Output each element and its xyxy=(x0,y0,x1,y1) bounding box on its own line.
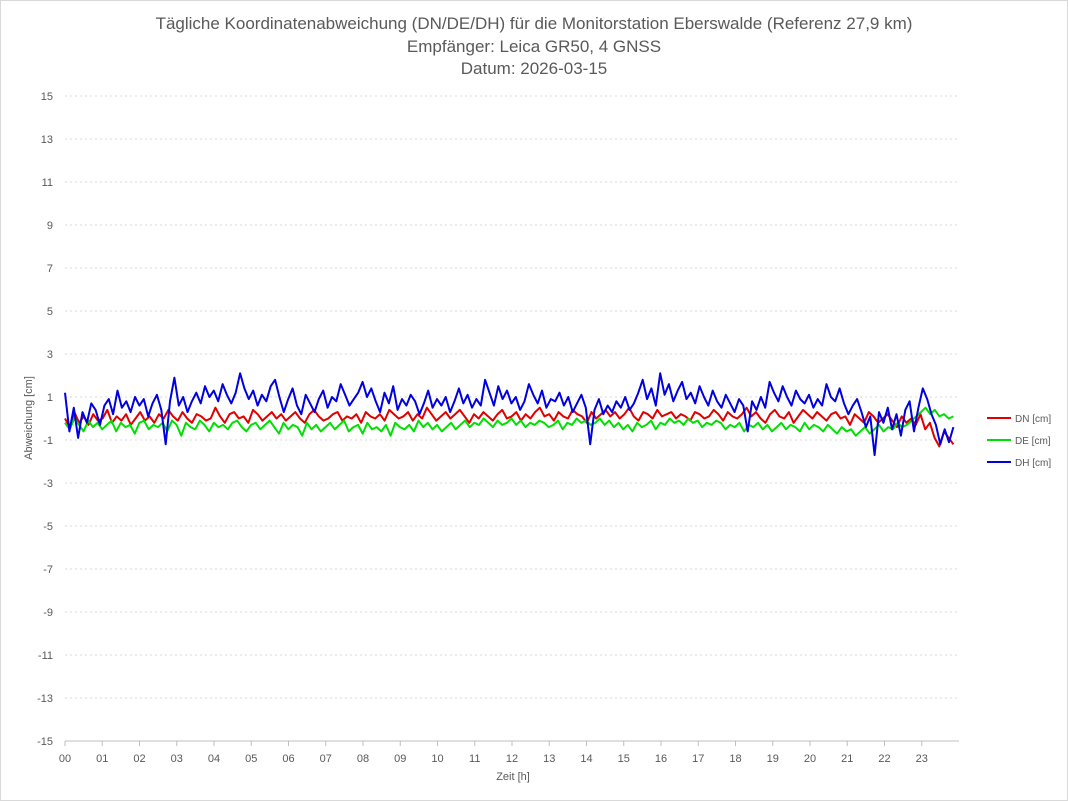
y-tick-label: -3 xyxy=(43,478,53,490)
x-tick-label: 09 xyxy=(394,753,406,765)
y-tick-label: 11 xyxy=(42,177,53,189)
y-tick-label: -7 xyxy=(43,564,53,576)
x-tick-label: 18 xyxy=(729,753,741,765)
x-axis-ticks: 00 01 02 03 04 05 06 07 08 09 10 11 12 13 14 15 16 17 18 19… xyxy=(59,741,928,765)
y-tick-label: -15 xyxy=(37,736,53,748)
y-tick-label: 15 xyxy=(41,91,53,103)
x-tick-label: 05 xyxy=(245,753,257,765)
chart-title-line-1: Tägliche Koordinatenabweichung (DN/DE/DH… xyxy=(156,14,913,33)
x-tick-label: 06 xyxy=(282,753,294,765)
x-tick-label: 04 xyxy=(208,753,220,765)
series-lines xyxy=(64,372,955,457)
x-tick-label: 16 xyxy=(655,753,667,765)
y-axis-ticks: 15 13 11 9 7 5 3 1 -1 -3 -5 -7 -9 -11 -13 -15 xyxy=(37,91,53,748)
x-tick-label: 13 xyxy=(543,753,555,765)
legend-label-dh: DH [cm] xyxy=(1015,458,1051,469)
series-line-dn xyxy=(64,406,955,448)
x-tick-label: 22 xyxy=(878,753,890,765)
x-tick-label: 23 xyxy=(916,753,928,765)
y-tick-label: -5 xyxy=(43,521,53,533)
y-tick-label: -1 xyxy=(43,435,53,447)
y-tick-label: 5 xyxy=(47,306,53,318)
y-tick-label: -11 xyxy=(38,650,53,662)
x-tick-label: 11 xyxy=(469,753,480,765)
x-tick-label: 20 xyxy=(804,753,816,765)
y-tick-label: 1 xyxy=(47,392,53,404)
x-tick-label: 03 xyxy=(171,753,183,765)
chart-title-line-2: Empfänger: Leica GR50, 4 GNSS xyxy=(407,37,661,56)
y-tick-label: -13 xyxy=(37,693,53,705)
legend-label-de: DE [cm] xyxy=(1015,436,1051,447)
legend: DN [cm] DE [cm] DH [cm] xyxy=(987,414,1051,469)
y-tick-label: 13 xyxy=(41,134,53,146)
legend-label-dn: DN [cm] xyxy=(1015,414,1051,425)
chart-title-line-3: Datum: 2026-03-15 xyxy=(461,59,607,78)
x-tick-label: 01 xyxy=(96,753,108,765)
x-tick-label: 21 xyxy=(841,753,853,765)
x-tick-label: 17 xyxy=(692,753,704,765)
x-tick-label: 15 xyxy=(618,753,630,765)
x-tick-label: 08 xyxy=(357,753,369,765)
x-tick-label: 14 xyxy=(580,753,592,765)
y-tick-label: 3 xyxy=(47,349,53,361)
series-line-de xyxy=(64,406,954,437)
y-tick-label: 9 xyxy=(47,220,53,232)
y-tick-label: -9 xyxy=(43,607,53,619)
x-axis-title: Zeit [h] xyxy=(496,771,530,783)
y-axis-title: Abweichung [cm] xyxy=(23,376,35,460)
x-tick-label: 00 xyxy=(59,753,71,765)
x-tick-label: 19 xyxy=(767,753,779,765)
series-line-dh xyxy=(64,372,955,457)
x-tick-label: 10 xyxy=(431,753,443,765)
x-tick-label: 12 xyxy=(506,753,518,765)
y-tick-label: 7 xyxy=(47,263,53,275)
x-tick-label: 07 xyxy=(320,753,332,765)
x-tick-label: 02 xyxy=(133,753,145,765)
